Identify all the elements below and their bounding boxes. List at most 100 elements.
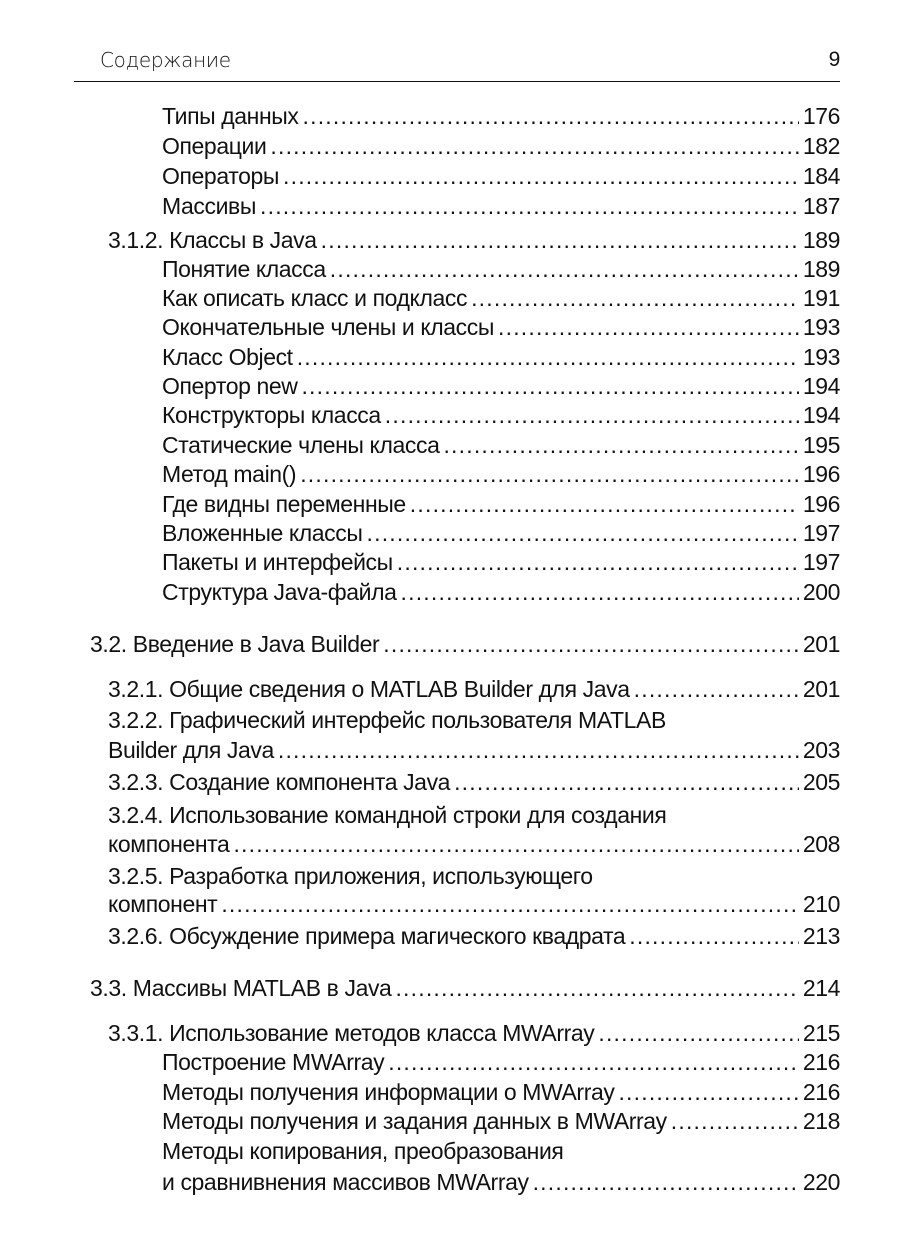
- toc-entry: Окончательные члены и классы 193: [162, 313, 840, 341]
- toc-entry: Массивы 187: [162, 192, 840, 220]
- dot-leader: [303, 102, 799, 130]
- dot-leader: [443, 431, 798, 459]
- toc-entry-page: 197: [802, 520, 841, 546]
- dot-leader: [629, 922, 799, 950]
- toc-entry-title: Конструкторы класса: [162, 402, 381, 428]
- toc-entry: 3.3.1. Использование методов класса MWAr…: [108, 1019, 840, 1047]
- dot-leader: [410, 490, 799, 518]
- toc-entry-title: 3.2.6. Обсуждение примера магического кв…: [108, 923, 626, 949]
- toc-entry: Типы данных 176: [162, 102, 840, 130]
- toc-entry-page: 201: [802, 631, 841, 657]
- toc-entry-title: Типы данных: [162, 103, 299, 129]
- toc-entry-page: 189: [802, 256, 841, 282]
- toc-entry: Где видны переменные 196: [162, 490, 840, 518]
- dot-leader: [471, 284, 799, 312]
- toc-entry-page: 205: [802, 769, 841, 795]
- dot-leader: [278, 736, 799, 764]
- dot-leader: [533, 1168, 799, 1196]
- dot-leader: [454, 768, 799, 796]
- toc-entry-title: Структура Java-файла: [162, 579, 397, 605]
- toc-entry: Методы получения и задания данных в MWAr…: [162, 1107, 840, 1135]
- toc-entry: Метод main() 196: [162, 460, 840, 488]
- toc-entry-page: 194: [802, 402, 841, 428]
- dot-leader: [383, 630, 799, 658]
- toc-entry: Как описать класс и подкласс 191: [162, 284, 840, 312]
- toc-entry: Операторы 184: [162, 162, 840, 190]
- running-header-title: Содержание: [100, 48, 231, 72]
- toc-entry-page: 218: [802, 1108, 841, 1134]
- toc-entry-title: 3.2.4. Использование командной строки дл…: [108, 802, 667, 828]
- toc-entry-page: 187: [802, 193, 841, 219]
- dot-leader: [297, 343, 799, 371]
- toc-entry: 3.3. Массивы MATLAB в Java 214: [90, 974, 840, 1002]
- toc-entry-title: Builder для Java: [108, 737, 274, 763]
- toc-entry-page: 220: [802, 1169, 841, 1195]
- toc-entry-title: Массивы: [162, 193, 257, 219]
- toc-entry-page: 213: [802, 923, 841, 949]
- toc-entry-title: Как описать класс и подкласс: [162, 285, 468, 311]
- toc-entry: 3.2.2. Графический интерфейс пользовател…: [108, 706, 840, 734]
- toc-entry: Конструкторы класса 194: [162, 401, 840, 429]
- toc-entry-page: 200: [802, 579, 841, 605]
- toc-entry-title: Операторы: [162, 163, 280, 189]
- toc-entry-title: 3.2.5. Разработка приложения, использующ…: [108, 863, 593, 889]
- toc-entry: Статические члены класса 195: [162, 431, 840, 459]
- dot-leader: [395, 974, 798, 1002]
- toc-entry-page: 196: [802, 491, 841, 517]
- toc-entry: 3.2.5. Разработка приложения, использующ…: [108, 862, 840, 890]
- toc-entry-title: 3.3. Массивы MATLAB в Java: [90, 975, 392, 1001]
- toc-entry-title: 3.3.1. Использование методов класса MWAr…: [108, 1020, 595, 1046]
- toc-entry: 3.1.2. Классы в Java 189: [108, 226, 840, 254]
- toc-entry-title: Где видны переменные: [162, 491, 406, 517]
- toc-entry: 3.2. Введение в Java Builder 201: [90, 630, 840, 658]
- dot-leader: [397, 548, 799, 576]
- toc-entry: Builder для Java 203: [108, 736, 840, 764]
- toc-entry-title: Вложенные классы: [162, 520, 363, 546]
- dot-leader: [401, 578, 799, 606]
- toc-entry: 3.2.6. Обсуждение примера магического кв…: [108, 922, 840, 950]
- dot-leader: [301, 372, 798, 400]
- toc-entry-title: 3.2.1. Общие сведения о MATLAB Builder д…: [108, 676, 630, 702]
- toc-entry-page: 215: [802, 1020, 841, 1046]
- toc-entry-page: 191: [802, 285, 841, 311]
- toc-entry: 3.2.4. Использование командной строки дл…: [108, 801, 840, 829]
- toc-entry: Понятие класса 189: [162, 255, 840, 283]
- toc-entry: Структура Java-файла 200: [162, 578, 840, 606]
- toc-entry-page: 194: [802, 373, 841, 399]
- toc-entry-title: Статические члены класса: [162, 432, 440, 458]
- toc-entry-page: 208: [802, 831, 841, 857]
- toc-entry: компонента 208: [108, 830, 840, 858]
- dot-leader: [330, 255, 799, 283]
- toc-entry: Пакеты и интерфейсы 197: [162, 548, 840, 576]
- dot-leader: [671, 1107, 799, 1135]
- toc-entry-page: 216: [802, 1049, 841, 1075]
- toc-entry-page: 193: [802, 314, 841, 340]
- toc-entry-title: и сравнивнения массивов MWArray: [162, 1169, 529, 1195]
- toc-entry: Класс Object 193: [162, 343, 840, 371]
- toc-entry-page: 195: [802, 432, 841, 458]
- toc-entry-page: 182: [802, 133, 841, 159]
- header-rule: [74, 81, 840, 82]
- toc-entry-page: 197: [802, 549, 841, 575]
- toc-entry-title: 3.2.3. Создание компонента Java: [108, 769, 451, 795]
- toc-entry-title: 3.2. Введение в Java Builder: [90, 631, 380, 657]
- toc-entry-title: Методы получения и задания данных в MWAr…: [162, 1108, 667, 1134]
- toc-entry: Методы получения информации о MWArray 216: [162, 1078, 840, 1106]
- page-number: 9: [828, 48, 841, 71]
- dot-leader: [221, 890, 799, 918]
- toc-entry: и сравнивнения массивов MWArray 220: [162, 1168, 840, 1196]
- toc-entry-page: 184: [802, 163, 841, 189]
- toc-entry-title: компонента: [108, 831, 230, 857]
- toc-entry-title: Методы получения информации о MWArray: [162, 1079, 615, 1105]
- dot-leader: [367, 519, 799, 547]
- toc-entry-title: Опертор new: [162, 373, 298, 399]
- toc-entry-title: Класс Object: [162, 344, 293, 370]
- toc-entry-title: Окончательные члены и классы: [162, 314, 495, 340]
- dot-leader: [618, 1078, 798, 1106]
- toc-entry-title: Методы копирования, преобразования: [162, 1138, 564, 1164]
- toc-entry: 3.2.3. Создание компонента Java 205: [108, 768, 840, 796]
- dot-leader: [283, 162, 799, 190]
- dot-leader: [634, 675, 799, 703]
- toc-entry-title: Пакеты и интерфейсы: [162, 549, 393, 575]
- toc-entry-page: 201: [802, 676, 841, 702]
